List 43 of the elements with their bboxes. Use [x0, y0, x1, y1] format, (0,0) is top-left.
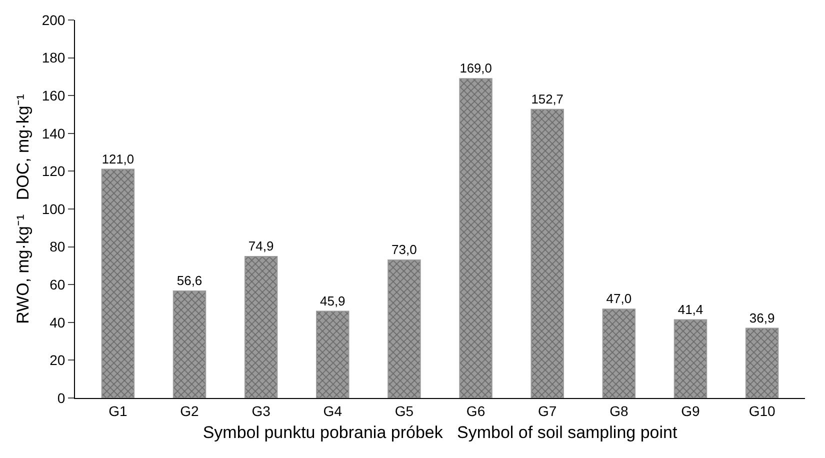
y-tick-label: 0 [57, 390, 66, 406]
y-tick-label: 180 [42, 50, 66, 66]
data-label: 152,7 [531, 91, 564, 106]
x-axis-title: Symbol punktu pobrania próbek Symbol of soil sampling point [202, 423, 678, 442]
y-tick-label: 100 [42, 200, 66, 217]
bar [745, 328, 779, 398]
y-tick-label: 20 [50, 352, 66, 368]
x-tick-label: G5 [394, 402, 414, 419]
y-tick-label: 120 [42, 163, 66, 180]
x-tick-label: G6 [466, 402, 486, 419]
data-label: 45,9 [320, 293, 346, 308]
data-label: 36,9 [749, 310, 775, 326]
y-tick-label: 60 [50, 276, 66, 292]
y-axis-title: RWO, mg·kg⁻¹ DOC, mg·kg⁻¹ [13, 94, 32, 324]
bar [244, 256, 278, 398]
bar [101, 168, 135, 398]
data-label: 41,4 [678, 302, 704, 317]
data-label: 73,0 [392, 242, 417, 258]
bar [674, 319, 708, 398]
data-label: 121,0 [102, 151, 134, 166]
x-tick-label: G9 [681, 402, 700, 419]
bar [388, 260, 421, 398]
y-tick-label: 160 [42, 88, 66, 104]
x-tick-label: G7 [538, 402, 557, 419]
y-tick-label: 80 [50, 238, 66, 255]
bar [172, 290, 206, 398]
data-label: 47,0 [606, 291, 632, 306]
data-label: 56,6 [176, 273, 202, 288]
bar [602, 308, 636, 398]
x-tick-label: G8 [610, 402, 628, 419]
bar [316, 310, 350, 398]
y-tick-label: 200 [42, 12, 66, 28]
bar [530, 108, 564, 398]
x-tick-label: G1 [108, 402, 128, 419]
data-label: 74,9 [248, 238, 274, 254]
x-tick-label: G4 [323, 402, 342, 419]
x-tick-label: G3 [252, 402, 271, 419]
x-tick-label: G2 [180, 402, 200, 419]
y-tick-label: 140 [42, 125, 66, 142]
y-tick-label: 40 [50, 314, 66, 330]
bar [459, 78, 492, 398]
x-tick-label: G10 [748, 402, 776, 419]
data-label: 169,0 [460, 60, 492, 76]
